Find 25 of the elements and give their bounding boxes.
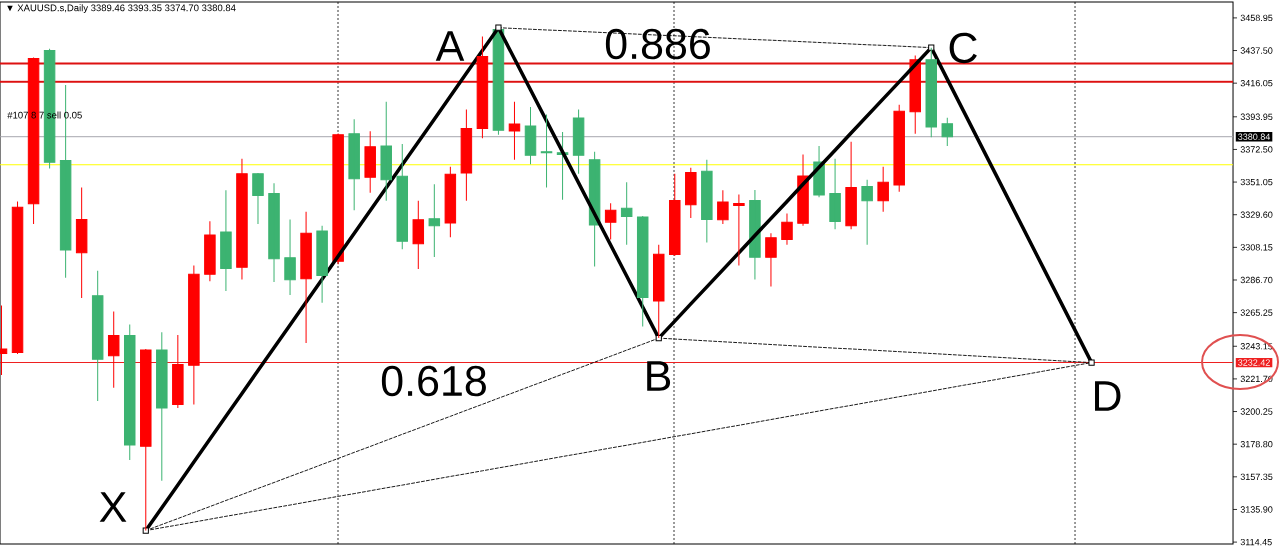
y-tick-label: 3114.45 <box>1240 538 1272 546</box>
y-tick-label: 3416.05 <box>1240 80 1273 87</box>
y-tick-label: 3265.25 <box>1240 309 1273 316</box>
annotation: D <box>1095 381 1121 411</box>
y-tick-label: 3308.15 <box>1240 244 1273 251</box>
y-tick-label: 3286.70 <box>1240 276 1273 284</box>
y-tick-label: 3437.50 <box>1240 47 1273 54</box>
y-tick-label: 3393.95 <box>1240 113 1273 120</box>
annotation: A <box>435 31 465 61</box>
annotation: 0.886 <box>605 28 710 60</box>
chart-title: ▼ XAUUSD.s,Daily 3389.46 3393.35 3374.70 3380.84 <box>7 4 236 14</box>
y-tick-label: 3351.05 <box>1240 178 1273 186</box>
y-tick-label: 3157.35 <box>1240 473 1273 480</box>
annotation: B <box>647 361 671 391</box>
y-tick-label: 3200.25 <box>1240 408 1273 415</box>
annotation: C <box>949 32 977 64</box>
y-tick-label: 3372.50 <box>1240 146 1273 153</box>
y-tick-label: 3329.60 <box>1240 211 1273 218</box>
annotation: X <box>99 492 127 522</box>
annotation: 0.618 <box>381 365 486 397</box>
ref-line-label: 3380.84 <box>1238 133 1271 140</box>
y-tick-label: 3178.80 <box>1240 441 1273 448</box>
y-tick-label: 3135.90 <box>1240 506 1273 513</box>
ref-line-label: 3232.42 <box>1238 359 1270 366</box>
y-tick-label: 3458.95 <box>1240 14 1273 22</box>
